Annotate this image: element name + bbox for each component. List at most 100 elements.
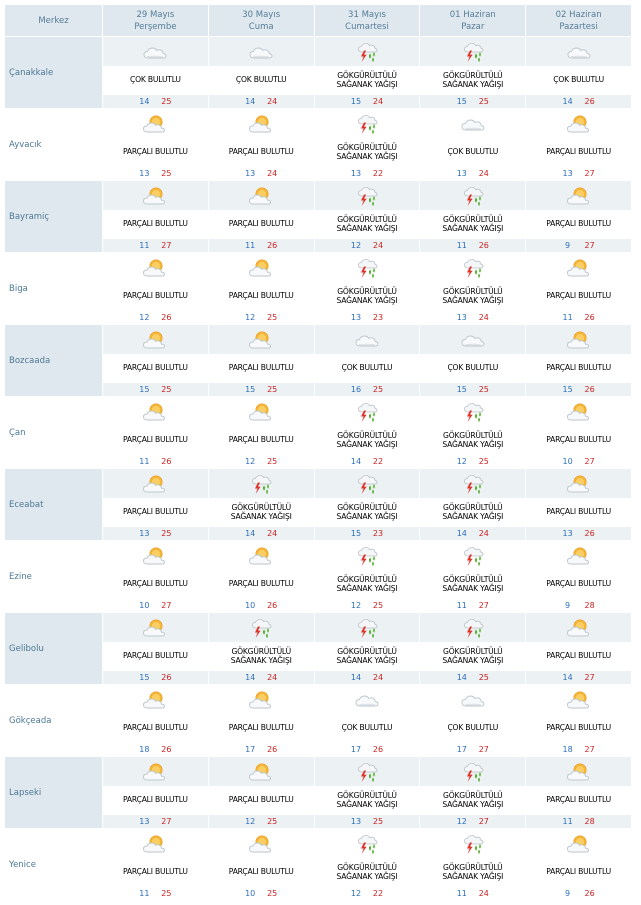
max-temperature: 27 bbox=[584, 241, 595, 250]
weather-icon-cell bbox=[420, 541, 526, 570]
weather-description: GÖKGÜRÜLTÜLÜ SAĞANAK YAĞIŞI bbox=[314, 571, 420, 598]
weather-icon-cell bbox=[526, 181, 631, 210]
max-temperature: 24 bbox=[267, 529, 278, 538]
day-header: 01 Haziran Pazar bbox=[420, 5, 526, 36]
day-weekday: Pazar bbox=[461, 21, 485, 32]
temperature-cell: 11 28 bbox=[526, 815, 631, 828]
city-temperature-row: 13 25 14 24 15 23 14 24 13 26 bbox=[5, 527, 631, 540]
weather-icon-cell bbox=[526, 829, 631, 858]
partly-cloudy-icon bbox=[248, 833, 274, 855]
max-temperature: 28 bbox=[584, 817, 595, 826]
thunderstorm-shower-icon bbox=[460, 833, 486, 855]
weather-icon-cell bbox=[208, 613, 314, 642]
partly-cloudy-icon bbox=[566, 401, 592, 423]
city-icon-row: Gelibolu bbox=[5, 613, 631, 684]
partly-cloudy-icon bbox=[566, 689, 592, 711]
max-temperature: 27 bbox=[584, 457, 595, 466]
min-temperature: 13 bbox=[562, 529, 573, 538]
weather-description: GÖKGÜRÜLTÜLÜ SAĞANAK YAĞIŞI bbox=[420, 499, 526, 526]
forecast-table-container: Merkez 29 Mayıs Perşembe 30 Mayıs Cuma 31 … bbox=[4, 4, 632, 901]
weather-icon-cell bbox=[208, 109, 314, 138]
min-temperature: 10 bbox=[245, 889, 256, 898]
temperature-cell: 13 27 bbox=[526, 167, 631, 180]
weather-description-line: SAĞANAK YAĞIŞI bbox=[442, 223, 504, 233]
weather-icon-cell bbox=[420, 181, 526, 210]
weather-icon-cell bbox=[420, 685, 526, 714]
max-temperature: 24 bbox=[478, 529, 489, 538]
weather-icon-cell bbox=[526, 397, 631, 426]
min-temperature: 14 bbox=[350, 457, 362, 466]
weather-description: ÇOK BULUTLU bbox=[208, 67, 314, 94]
cloudy-icon bbox=[248, 41, 274, 63]
min-temperature: 14 bbox=[562, 673, 573, 682]
partly-cloudy-icon bbox=[142, 545, 168, 567]
city-temperature-row: 18 26 17 26 17 26 17 27 18 27 bbox=[5, 743, 631, 756]
weather-description-line: PARÇALI BULUTLU bbox=[123, 723, 188, 733]
weather-description-line: PARÇALI BULUTLU bbox=[228, 579, 294, 589]
min-temperature: 14 bbox=[245, 97, 256, 106]
min-temperature: 13 bbox=[139, 529, 150, 538]
max-temperature: 26 bbox=[584, 889, 595, 898]
temperature-cell: 13 27 bbox=[103, 815, 208, 828]
min-temperature: 14 bbox=[456, 673, 467, 682]
city-condition-row: ÇOK BULUTLU ÇOK BULUTLU GÖKGÜRÜLTÜLÜ SAĞANA… bbox=[5, 67, 631, 94]
weather-icon-cell bbox=[526, 469, 631, 498]
weather-description: PARÇALI BULUTLU bbox=[526, 139, 631, 166]
weather-description-line: PARÇALI BULUTLU bbox=[228, 867, 294, 877]
max-temperature: 25 bbox=[161, 889, 172, 898]
temperature-cell: 17 26 bbox=[314, 743, 420, 756]
weather-description-line: ÇOK BULUTLU bbox=[553, 75, 604, 85]
min-temperature: 13 bbox=[139, 169, 150, 178]
weather-description: PARÇALI BULUTLU bbox=[103, 715, 208, 742]
temperature-cell: 11 27 bbox=[420, 599, 526, 612]
cloudy-icon bbox=[460, 689, 486, 711]
temperature-cell: 11 26 bbox=[420, 239, 526, 252]
weather-icon-cell bbox=[526, 757, 631, 786]
weather-description-line: PARÇALI BULUTLU bbox=[546, 363, 611, 373]
weather-description-line: PARÇALI BULUTLU bbox=[546, 651, 611, 661]
weather-icon-cell bbox=[420, 253, 526, 282]
weather-icon-cell bbox=[103, 37, 208, 66]
partly-cloudy-icon bbox=[248, 545, 274, 567]
thunderstorm-shower-icon bbox=[460, 257, 486, 279]
min-temperature: 12 bbox=[350, 889, 362, 898]
weather-description: PARÇALI BULUTLU bbox=[208, 355, 314, 382]
max-temperature: 26 bbox=[372, 745, 384, 754]
city-condition-row: PARÇALI BULUTLU GÖKGÜRÜLTÜLÜ SAĞANAK YAĞIŞ… bbox=[5, 643, 631, 670]
min-temperature: 16 bbox=[350, 385, 362, 394]
weather-description: PARÇALI BULUTLU bbox=[103, 283, 208, 310]
min-temperature: 17 bbox=[350, 745, 362, 754]
min-temperature: 10 bbox=[562, 457, 573, 466]
weather-icon-cell bbox=[103, 757, 208, 786]
temperature-cell: 13 25 bbox=[314, 815, 420, 828]
weather-description-line: GÖKGÜRÜLTÜLÜ bbox=[443, 287, 503, 296]
weather-description-line: GÖKGÜRÜLTÜLÜ bbox=[231, 503, 291, 512]
partly-cloudy-icon bbox=[142, 401, 168, 423]
weather-description: GÖKGÜRÜLTÜLÜ SAĞANAK YAĞIŞI bbox=[208, 499, 314, 526]
max-temperature: 25 bbox=[267, 457, 278, 466]
temperature-cell: 10 25 bbox=[208, 887, 314, 900]
weather-description-line: SAĞANAK YAĞIŞI bbox=[336, 655, 398, 665]
weather-description: GÖKGÜRÜLTÜLÜ SAĞANAK YAĞIŞI bbox=[420, 859, 526, 886]
weather-icon-cell bbox=[526, 37, 631, 66]
min-temperature: 14 bbox=[139, 97, 150, 106]
city-name: Gökçeada bbox=[5, 685, 102, 756]
weather-description-line: PARÇALI BULUTLU bbox=[228, 435, 294, 445]
temperature-cell: 15 25 bbox=[103, 383, 208, 396]
max-temperature: 26 bbox=[161, 313, 172, 322]
min-temperature: 14 bbox=[245, 529, 256, 538]
max-temperature: 27 bbox=[161, 601, 172, 610]
weather-description: PARÇALI BULUTLU bbox=[526, 715, 631, 742]
weather-icon-cell bbox=[420, 613, 526, 642]
temperature-cell: 9 28 bbox=[526, 599, 631, 612]
weather-description: PARÇALI BULUTLU bbox=[526, 499, 631, 526]
weather-description-line: GÖKGÜRÜLTÜLÜ bbox=[443, 71, 503, 80]
max-temperature: 22 bbox=[372, 889, 384, 898]
weather-description-line: GÖKGÜRÜLTÜLÜ bbox=[443, 431, 503, 440]
weather-description: GÖKGÜRÜLTÜLÜ SAĞANAK YAĞIŞI bbox=[314, 67, 420, 94]
weather-icon-cell bbox=[420, 325, 526, 354]
weather-description-line: SAĞANAK YAĞIŞI bbox=[336, 295, 398, 305]
temperature-cell: 14 25 bbox=[420, 671, 526, 684]
weather-icon-cell bbox=[314, 757, 420, 786]
max-temperature: 22 bbox=[372, 169, 384, 178]
